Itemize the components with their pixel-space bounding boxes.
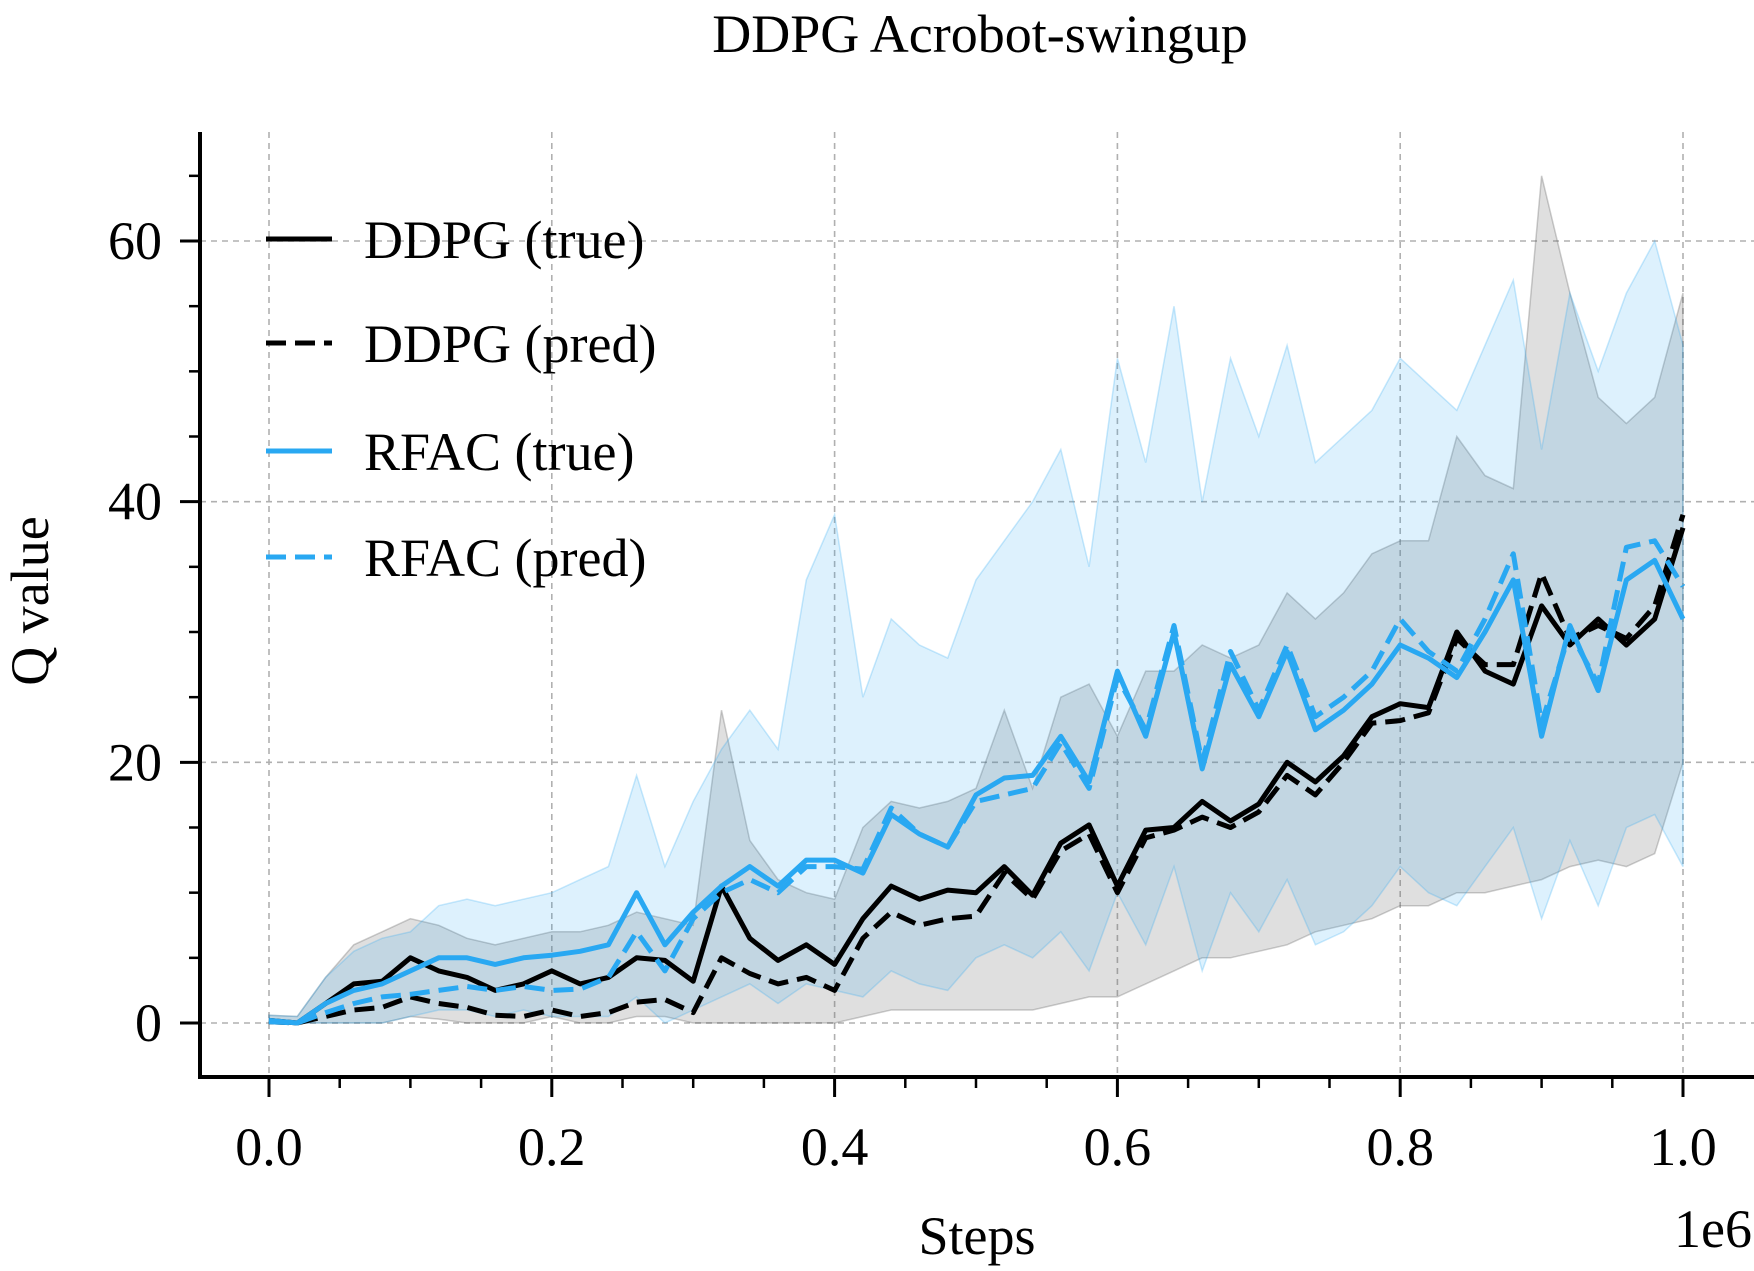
y-tick-label-0: 0 xyxy=(135,993,162,1053)
x-tick-label-3: 0.6 xyxy=(1084,1117,1152,1177)
band-series-2 xyxy=(268,238,1684,1024)
legend-label-3: RFAC (pred) xyxy=(364,528,646,588)
y-tick-label-1: 20 xyxy=(108,732,162,792)
line-series-3 xyxy=(268,538,1686,1026)
x-tick-label-1: 0.2 xyxy=(518,1117,586,1177)
tick-marks xyxy=(180,174,1685,1097)
confidence-bands xyxy=(268,175,1684,1024)
legend-label-1: DDPG (pred) xyxy=(364,314,656,374)
legend-label-0: DDPG (true) xyxy=(364,210,644,270)
y-axis-label: Q value xyxy=(0,516,60,685)
x-tick-label-0: 0.0 xyxy=(235,1117,303,1177)
x-tick-label-2: 0.4 xyxy=(801,1117,869,1177)
gridlines xyxy=(200,132,1754,1077)
y-tick-label-3: 60 xyxy=(108,211,162,271)
legend-label-2: RFAC (true) xyxy=(364,422,634,482)
chart-title: DDPG Acrobot-swingup xyxy=(712,4,1248,64)
y-tick-label-2: 40 xyxy=(108,472,162,532)
x-tick-label-4: 0.8 xyxy=(1366,1117,1434,1177)
x-axis-offset-label: 1e6 xyxy=(1674,1199,1752,1259)
tick-labels: 0.0 0.2 0.4 0.6 0.8 1.0 0 20 40 60 xyxy=(108,211,1717,1177)
x-tick-label-5: 1.0 xyxy=(1649,1117,1717,1177)
band-series-0 xyxy=(268,175,1684,1024)
line-series-2 xyxy=(268,557,1686,1026)
x-axis-label: Steps xyxy=(918,1206,1035,1266)
series-lines xyxy=(268,513,1686,1026)
legend: DDPG (true) DDPG (pred) RFAC (true) RFAC (p… xyxy=(266,210,656,588)
